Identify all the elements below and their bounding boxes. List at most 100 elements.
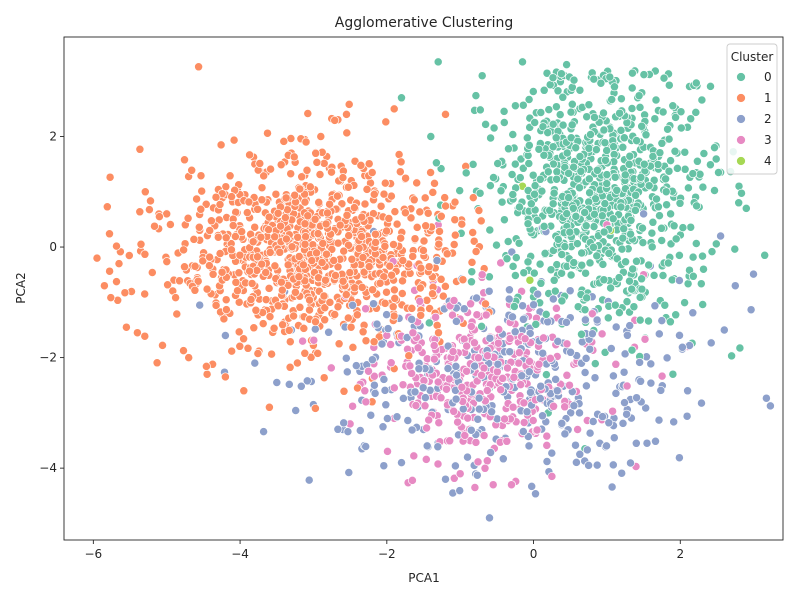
cluster-1-point (333, 302, 343, 312)
cluster-1-point (424, 262, 434, 272)
cluster-0-point (627, 83, 637, 93)
cluster-0-point (575, 183, 584, 193)
cluster-2-point (451, 394, 461, 404)
cluster-1-point (135, 144, 145, 154)
cluster-0-point (648, 217, 658, 227)
cluster-0-point (564, 193, 574, 203)
cluster-2-point (195, 300, 205, 310)
cluster-0-point (580, 208, 590, 217)
cluster-2-point (765, 401, 775, 411)
cluster-2-point (441, 474, 450, 484)
cluster-1-point (344, 99, 354, 109)
cluster-0-point (710, 186, 719, 195)
cluster-0-point (485, 225, 495, 235)
cluster-3-point (436, 393, 446, 403)
cluster-1-point (327, 167, 336, 177)
cluster-1-point (295, 302, 305, 312)
cluster-1-point (423, 208, 433, 218)
cluster-1-point (367, 168, 377, 177)
cluster-2-point (383, 324, 393, 334)
cluster-2-point (688, 308, 698, 318)
cluster-0-point (569, 75, 579, 85)
cluster-1-point (400, 208, 410, 218)
legend-label: 1 (764, 91, 772, 105)
y-tick-label: 0 (49, 240, 57, 254)
cluster-0-point (455, 186, 465, 196)
cluster-1-point (294, 252, 304, 261)
cluster-0-point (524, 95, 534, 104)
cluster-0-point (598, 259, 608, 269)
cluster-1-point (221, 295, 231, 305)
cluster-0-point (691, 239, 701, 248)
cluster-2-point (585, 344, 595, 354)
cluster-2-point (607, 482, 617, 492)
cluster-0-point (600, 138, 610, 148)
cluster-2-point (730, 281, 740, 291)
cluster-0-point (531, 319, 541, 329)
cluster-0-point (543, 167, 553, 177)
cluster-1-point (311, 148, 321, 158)
cluster-2-point (575, 449, 585, 459)
cluster-3-point (509, 372, 519, 382)
cluster-0-point (540, 248, 550, 258)
cluster-1-point (215, 249, 225, 258)
cluster-2-point (538, 411, 547, 421)
cluster-0-point (539, 150, 549, 160)
cluster-2-point (677, 342, 687, 352)
cluster-2-point (369, 380, 379, 390)
cluster-0-point (548, 119, 558, 129)
cluster-0-point (553, 86, 563, 96)
cluster-1-point (421, 221, 431, 231)
cluster-3-point (514, 348, 524, 358)
cluster-0-point (662, 200, 672, 210)
cluster-0-point (569, 258, 579, 268)
legend: Cluster 0 1 2 3 4 (726, 43, 778, 175)
cluster-1-point (99, 281, 109, 291)
cluster-3-point (479, 431, 489, 440)
cluster-2-point (611, 322, 621, 332)
cluster-0-point (699, 149, 709, 158)
cluster-3-point (462, 366, 472, 376)
cluster-3-point (449, 296, 459, 305)
cluster-0-point (539, 221, 549, 231)
cluster-1-point (360, 199, 370, 209)
cluster-2-point (619, 367, 629, 377)
cluster-0-point (610, 172, 620, 182)
cluster-2-point (366, 410, 376, 420)
cluster-1-point (234, 297, 244, 307)
cluster-3-point (455, 469, 465, 479)
cluster-1-point (92, 253, 102, 263)
cluster-2-point (379, 374, 389, 384)
cluster-2-point (420, 393, 430, 403)
cluster-0-point (626, 229, 636, 239)
cluster-1-point (271, 189, 281, 199)
cluster-1-point (258, 319, 268, 329)
cluster-2-point (609, 433, 619, 443)
cluster-2-point (504, 285, 514, 295)
cluster-0-point (627, 104, 637, 113)
cluster-2-point (355, 426, 365, 435)
cluster-1-point (319, 158, 329, 168)
x-tick-label: −6 (84, 547, 102, 561)
cluster-1-point (398, 256, 408, 265)
cluster-1-point (140, 249, 150, 259)
cluster-0-point (714, 168, 723, 177)
cluster-1-point (312, 248, 321, 258)
cluster-0-point (668, 369, 678, 379)
cluster-0-point (730, 244, 740, 254)
cluster-0-point (560, 242, 570, 252)
cluster-1-point (244, 197, 254, 207)
cluster-1-point (231, 277, 241, 287)
cluster-2-point (250, 358, 260, 368)
cluster-1-point (281, 193, 291, 203)
cluster-2-point (635, 357, 645, 367)
cluster-1-point (407, 303, 417, 313)
cluster-0-point (573, 174, 583, 184)
cluster-1-point (230, 232, 240, 241)
cluster-1-point (396, 157, 406, 167)
cluster-2-point (592, 460, 602, 470)
cluster-1-point (380, 178, 390, 188)
cluster-0-point (676, 107, 686, 117)
cluster-0-point (688, 271, 698, 281)
cluster-3-point (360, 386, 370, 396)
